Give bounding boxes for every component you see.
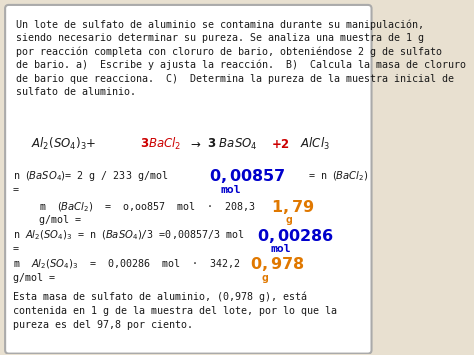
Text: =: =: [13, 185, 18, 195]
Text: $\mathbf{0,00286}$: $\mathbf{0,00286}$: [257, 226, 335, 245]
Text: n $(BaSO_4)$= 2 g / 233 g/mol: n $(BaSO_4)$= 2 g / 233 g/mol: [13, 169, 168, 183]
Text: m  $(BaCl_2)$  =  o,oo857  mol  ·  208,3: m $(BaCl_2)$ = o,oo857 mol · 208,3: [39, 201, 256, 214]
Text: $\mathbf{3}$ $BaSO_4$: $\mathbf{3}$ $BaSO_4$: [207, 136, 258, 152]
FancyBboxPatch shape: [5, 5, 372, 354]
Text: =: =: [13, 244, 18, 254]
Text: = n $(BaCl_2)$: = n $(BaCl_2)$: [308, 169, 368, 182]
Text: Esta masa de sulfato de aluminio, (0,978 g), está
contenida en 1 g de la muestra: Esta masa de sulfato de aluminio, (0,978…: [13, 292, 337, 331]
Text: g/mol =: g/mol =: [13, 273, 55, 283]
Text: $\mathbf{0,978}$: $\mathbf{0,978}$: [250, 255, 305, 273]
Text: mol: mol: [271, 244, 291, 254]
Text: g: g: [285, 215, 292, 225]
Text: $\rightarrow$: $\rightarrow$: [188, 137, 202, 151]
Text: $Al_2(SO_4)_3$+: $Al_2(SO_4)_3$+: [31, 136, 97, 152]
Text: $AlCl_3$: $AlCl_3$: [301, 136, 330, 152]
Text: m  $Al_2(SO_4)_3$  =  0,00286  mol  ·  342,2: m $Al_2(SO_4)_3$ = 0,00286 mol · 342,2: [13, 257, 240, 271]
Text: $\mathbf{0,00857}$: $\mathbf{0,00857}$: [209, 167, 285, 185]
Text: Un lote de sulfato de aluminio se contamina durante su manipulación,
siendo nece: Un lote de sulfato de aluminio se contam…: [16, 19, 466, 97]
Text: g: g: [261, 273, 268, 283]
Text: mol: mol: [220, 185, 241, 195]
Text: g/mol =: g/mol =: [39, 215, 81, 225]
Text: n $Al_2(SO_4)_3$ = n $(BaSO_4)$/3 =0,00857/3 mol: n $Al_2(SO_4)_3$ = n $(BaSO_4)$/3 =0,008…: [13, 229, 244, 242]
Text: $\mathbf{1,79}$: $\mathbf{1,79}$: [271, 198, 314, 217]
Text: $\mathbf{+2}$: $\mathbf{+2}$: [271, 137, 290, 151]
Text: $\mathbf{3}BaCl_2$: $\mathbf{3}BaCl_2$: [140, 136, 181, 152]
